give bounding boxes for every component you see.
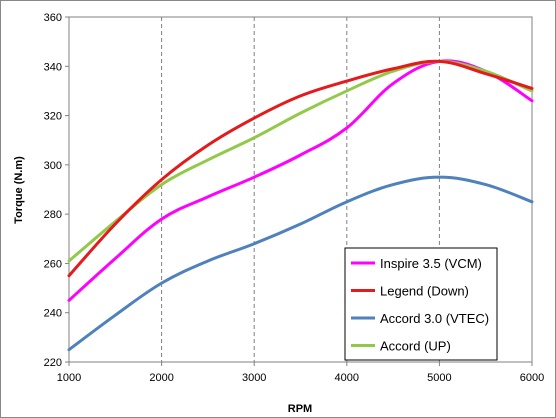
y-tick-label-320: 320	[44, 111, 62, 123]
legend-label-accord-3-0-vtec: Accord 3.0 (VTEC)	[380, 311, 489, 326]
x-tick-label-4000: 4000	[335, 372, 359, 384]
x-tick-label-1000: 1000	[57, 372, 81, 384]
y-tick-label-360: 360	[44, 12, 62, 24]
x-tick-label-2000: 2000	[149, 372, 173, 384]
legend: Inspire 3.5 (VCM) Legend (Down) Accord 3.0…	[344, 247, 498, 361]
y-tick-label-300: 300	[44, 160, 62, 172]
legend-label-inspire-3-5-vcm: Inspire 3.5 (VCM)	[380, 256, 482, 271]
x-tick-label-6000: 6000	[520, 372, 544, 384]
y-tick-label-260: 260	[44, 258, 62, 270]
series-line-accord-up	[67, 59, 534, 263]
y-tick-label-240: 240	[44, 308, 62, 320]
y-tick-label-280: 280	[44, 209, 62, 221]
y-tick-label-340: 340	[44, 61, 62, 73]
y-axis-title: Torque (N.m)	[13, 156, 25, 224]
legend-box	[344, 247, 498, 361]
series-line-legend-down	[67, 59, 534, 278]
series-layer	[67, 59, 534, 352]
legend-label-accord-up: Accord (UP)	[380, 339, 451, 354]
series-line-accord-3-0-vtec	[67, 175, 534, 352]
x-tick-label-3000: 3000	[242, 372, 266, 384]
axes-layer: 220 240 260 280 300 320 340 360 1000 2000 3000 4000…	[44, 12, 545, 384]
x-tick-label-5000: 5000	[427, 372, 451, 384]
legend-label-legend-down: Legend (Down)	[380, 284, 469, 299]
y-tick-label-220: 220	[44, 357, 62, 369]
x-axis-title: RPM	[288, 403, 312, 415]
